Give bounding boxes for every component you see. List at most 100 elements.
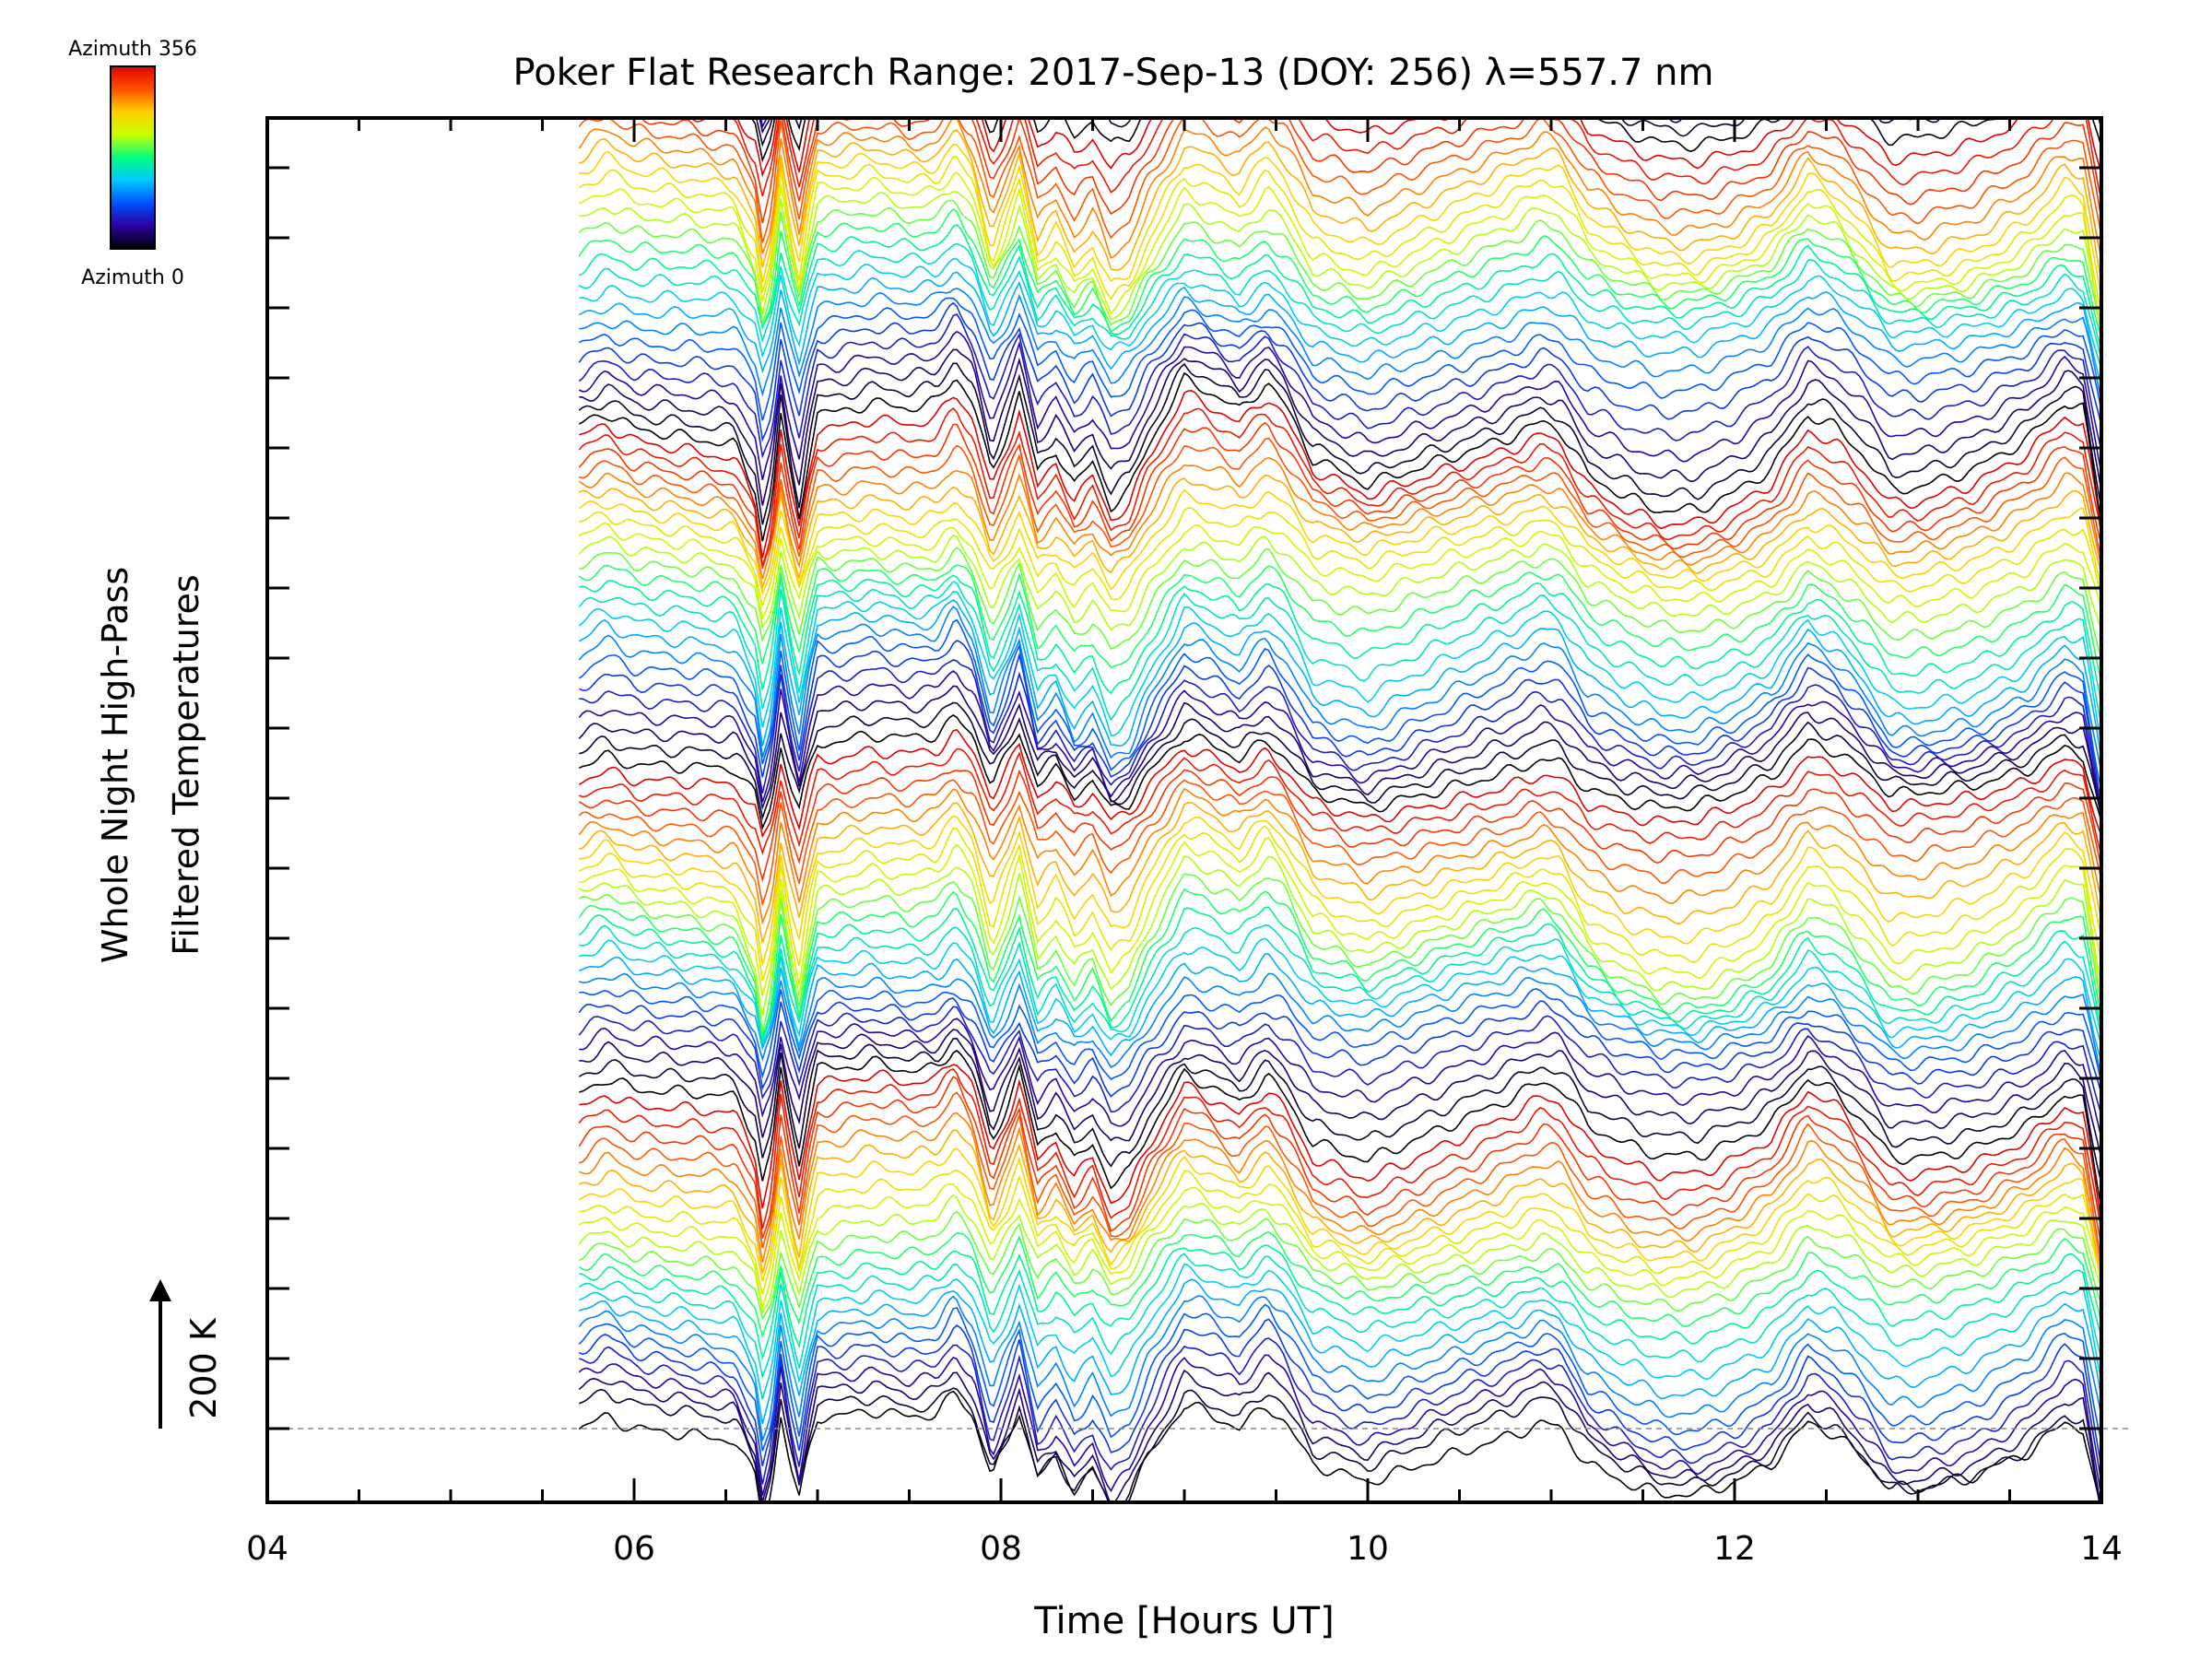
trace-line-75 xyxy=(578,330,2101,480)
trace-line-33 xyxy=(579,937,2101,1049)
trace-line-78 xyxy=(578,297,2101,421)
trace-line-61 xyxy=(579,547,2101,659)
trace-line-17 xyxy=(578,1147,2101,1283)
trace-line-55 xyxy=(578,606,2101,773)
trace-line-15 xyxy=(578,1182,2101,1311)
trace-line-53 xyxy=(578,639,2101,806)
scale-arrow-head xyxy=(149,1279,171,1301)
chart-title: Poker Flat Research Range: 2017-Sep-13 (… xyxy=(513,52,1714,94)
trace-line-44 xyxy=(578,779,2101,907)
trace-line-47 xyxy=(578,728,2101,839)
trace-line-77 xyxy=(578,301,2101,442)
trace-line-37 xyxy=(578,873,2101,1033)
colorbar-top-label: Azimuth 356 xyxy=(68,38,197,61)
trace-line-52 xyxy=(579,659,2101,808)
x-axis-ticks xyxy=(265,118,2103,1502)
trace-line-39 xyxy=(579,837,2101,996)
trace-line-88 xyxy=(578,156,2101,314)
trace-line-79 xyxy=(579,288,2101,402)
trace-line-32 xyxy=(579,953,2101,1062)
trace-line-31 xyxy=(579,972,2101,1077)
trace-line-57 xyxy=(578,591,2101,747)
trace-line-89 xyxy=(579,143,2101,300)
trace-line-65 xyxy=(578,488,2101,596)
trace-line-108 xyxy=(579,0,2101,27)
trace-line-58 xyxy=(578,581,2101,726)
trace-line-50 xyxy=(578,685,2101,815)
trace-line-85 xyxy=(578,199,2101,335)
trace-line-29 xyxy=(578,997,2101,1098)
trace-line-16 xyxy=(579,1169,2101,1295)
trace-line-42 xyxy=(579,801,2101,944)
trace-line-92 xyxy=(578,118,2101,243)
trace-line-20 xyxy=(579,1091,2101,1262)
x-tick-label-6: 06 xyxy=(613,1530,655,1568)
trace-line-9 xyxy=(579,1263,2101,1400)
trace-line-68 xyxy=(579,437,2101,570)
trace-line-71 xyxy=(579,389,2101,559)
trace-line-38 xyxy=(578,855,2101,1017)
trace-line-84 xyxy=(578,207,2101,339)
trace-line-21 xyxy=(578,1076,2101,1246)
trace-line-93 xyxy=(641,118,2101,224)
trace-line-66 xyxy=(578,474,2101,590)
x-tick-label-10: 10 xyxy=(1347,1530,1389,1568)
trace-line-109 xyxy=(579,0,2101,9)
trace-line-14 xyxy=(578,1194,2101,1314)
colorbar-bottom-label: Azimuth 0 xyxy=(81,266,184,289)
trace-line-72 xyxy=(578,371,2101,542)
trace-line-13 xyxy=(579,1210,2101,1322)
scale-bar-label: 200 K xyxy=(183,1317,224,1419)
trace-line-40 xyxy=(578,825,2101,982)
trace-line-34 xyxy=(579,924,2101,1042)
trace-line-43 xyxy=(578,787,2101,925)
trace-line-64 xyxy=(579,507,2101,608)
trace-line-3 xyxy=(578,1354,2101,1497)
x-axis-label: Time [Hours UT] xyxy=(1033,1600,1334,1642)
y-axis-label-line1: Whole Night High-Pass xyxy=(95,567,135,963)
y-axis-ticks xyxy=(267,166,2101,1430)
scale-bar: 200 K xyxy=(149,1279,224,1429)
trace-line-24 xyxy=(579,1049,2101,1209)
trace-line-56 xyxy=(578,599,2101,760)
trace-line-81 xyxy=(579,257,2101,370)
trace-line-8 xyxy=(579,1278,2101,1425)
trace-line-18 xyxy=(579,1129,2101,1275)
trace-line-1 xyxy=(579,1387,2100,1502)
trace-line-4 xyxy=(579,1337,2101,1485)
trace-line-62 xyxy=(578,534,2101,631)
trace-line-60 xyxy=(578,564,2101,685)
trace-line-51 xyxy=(578,669,2101,810)
trace-line-26 xyxy=(579,1029,2101,1159)
x-tick-label-4: 04 xyxy=(246,1530,288,1568)
trace-line-63 xyxy=(578,522,2101,621)
trace-line-54 xyxy=(578,618,2101,792)
trace-line-48 xyxy=(578,714,2101,830)
trace-line-82 xyxy=(578,242,2101,360)
trace-line-59 xyxy=(579,574,2101,704)
colorbar: Azimuth 356 Azimuth 0 xyxy=(68,38,197,289)
trace-line-94 xyxy=(690,118,2101,201)
trace-line-10 xyxy=(578,1253,2101,1380)
traces-group xyxy=(578,0,2101,1502)
trace-line-95 xyxy=(736,118,2101,178)
trace-line-12 xyxy=(578,1231,2101,1339)
trace-line-87 xyxy=(578,171,2101,330)
trace-line-28 xyxy=(578,1006,2101,1115)
trace-line-69 xyxy=(578,421,2101,569)
x-tick-label-14: 14 xyxy=(2080,1530,2123,1568)
trace-line-73 xyxy=(578,362,2101,525)
trace-line-41 xyxy=(579,815,2101,966)
trace-line-91 xyxy=(578,118,2101,260)
trace-line-107 xyxy=(579,0,2101,47)
trace-line-2 xyxy=(578,1369,2101,1502)
x-tick-label-8: 08 xyxy=(980,1530,1022,1568)
trace-line-74 xyxy=(579,348,2101,506)
trace-line-86 xyxy=(579,191,2101,336)
y-axis-label-line2: Filtered Temperatures xyxy=(166,574,206,955)
trace-line-80 xyxy=(578,271,2101,386)
trace-line-83 xyxy=(578,223,2101,351)
colorbar-ramp xyxy=(110,65,156,250)
trace-line-49 xyxy=(579,701,2101,821)
